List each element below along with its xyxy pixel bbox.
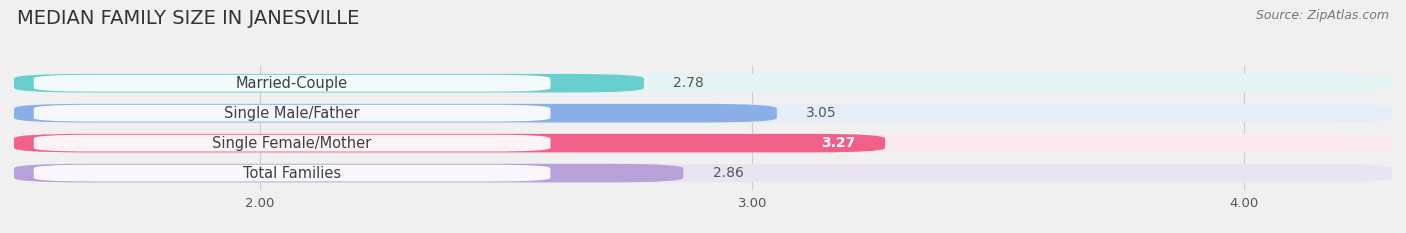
FancyBboxPatch shape xyxy=(14,164,1392,182)
Text: Married-Couple: Married-Couple xyxy=(236,76,349,91)
Text: Single Male/Father: Single Male/Father xyxy=(225,106,360,121)
FancyBboxPatch shape xyxy=(14,74,1392,93)
FancyBboxPatch shape xyxy=(34,105,550,122)
FancyBboxPatch shape xyxy=(14,104,776,123)
FancyBboxPatch shape xyxy=(14,104,1392,123)
Text: 2.86: 2.86 xyxy=(713,166,744,180)
Text: 2.78: 2.78 xyxy=(673,76,704,90)
FancyBboxPatch shape xyxy=(34,165,550,182)
FancyBboxPatch shape xyxy=(14,164,683,182)
Text: Source: ZipAtlas.com: Source: ZipAtlas.com xyxy=(1256,9,1389,22)
FancyBboxPatch shape xyxy=(34,135,550,151)
Text: Total Families: Total Families xyxy=(243,166,342,181)
Text: 3.27: 3.27 xyxy=(821,136,855,150)
FancyBboxPatch shape xyxy=(14,134,1392,152)
Text: MEDIAN FAMILY SIZE IN JANESVILLE: MEDIAN FAMILY SIZE IN JANESVILLE xyxy=(17,9,360,28)
FancyBboxPatch shape xyxy=(14,74,644,93)
Text: 3.05: 3.05 xyxy=(806,106,837,120)
Text: Single Female/Mother: Single Female/Mother xyxy=(212,136,371,151)
FancyBboxPatch shape xyxy=(14,134,886,152)
FancyBboxPatch shape xyxy=(34,75,550,92)
